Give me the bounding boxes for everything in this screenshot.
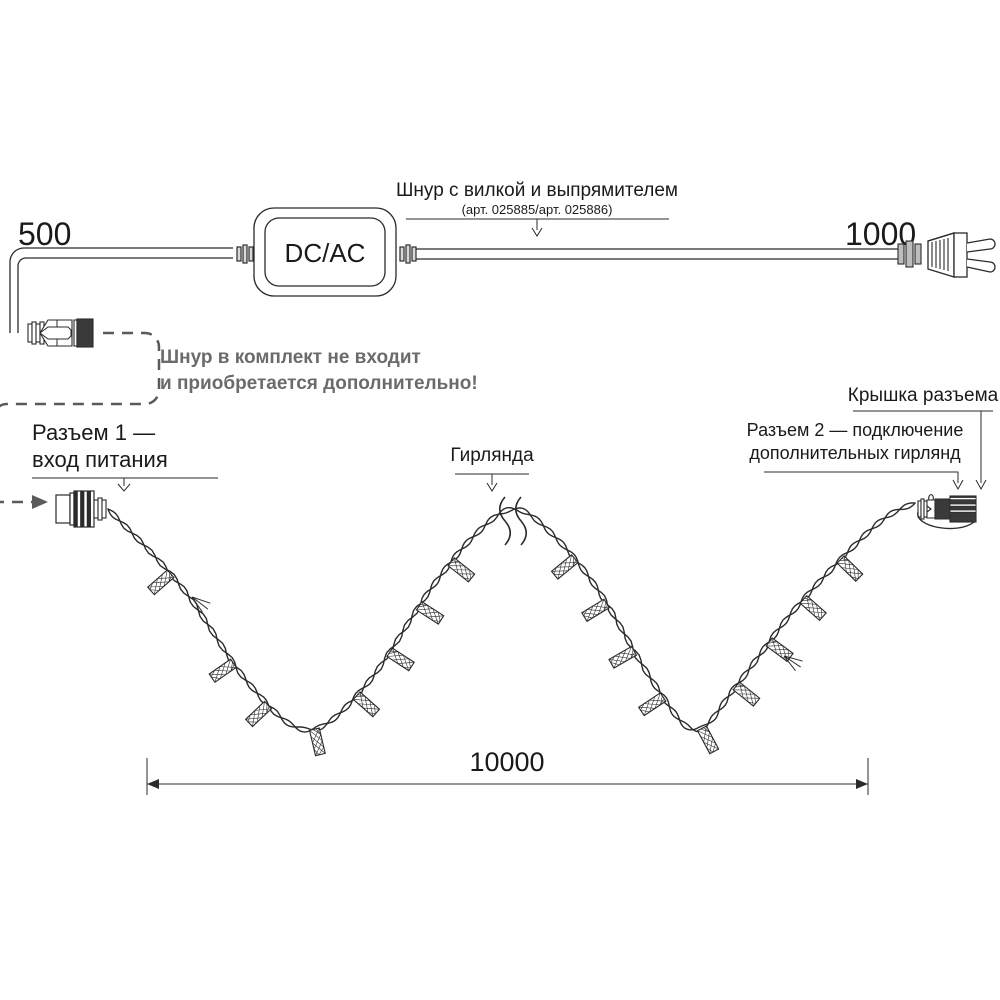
svg-text:вход питания: вход питания [32,447,168,472]
svg-text:Разъем 1 —: Разъем 1 — [32,420,155,445]
svg-text:Крышка разъема: Крышка разъема [848,385,999,406]
svg-text:Гирлянда: Гирлянда [450,445,534,466]
svg-text:Шнур с вилкой и выпрямителем: Шнур с вилкой и выпрямителем [396,180,678,201]
svg-text:Шнур в комплект не входит: Шнур в комплект не входит [160,347,421,368]
svg-text:DC/AC: DC/AC [285,238,366,268]
svg-text:10000: 10000 [469,747,544,777]
svg-text:и приобретается дополнительно!: и приобретается дополнительно! [160,373,478,394]
svg-text:(арт. 025885/арт. 025886): (арт. 025885/арт. 025886) [462,202,613,217]
svg-text:Разъем 2 — подключение: Разъем 2 — подключение [747,420,964,440]
svg-text:дополнительных гирлянд: дополнительных гирлянд [749,443,961,463]
svg-text:500: 500 [18,216,71,252]
